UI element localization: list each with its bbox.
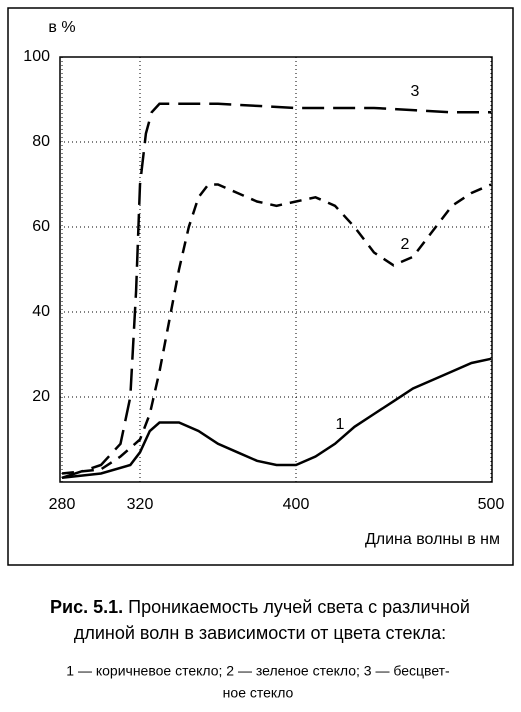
x-axis-label: Длина волны в нм (365, 531, 500, 548)
series-line (61, 102, 491, 479)
y-tick-label: 20 (32, 388, 50, 405)
figure-frame (7, 7, 514, 566)
figure-label: Рис. 5.1. (50, 597, 123, 617)
series-line (61, 183, 492, 475)
caption-line: Рис. 5.1. Проникаемость лучей света с ра… (50, 597, 470, 617)
x-tick-label: 400 (283, 496, 310, 513)
caption-text: Проникаемость лучей света с различной (128, 597, 470, 617)
y-tick-label: 60 (32, 218, 50, 235)
y-axis-label: в % (48, 19, 75, 36)
series-label: 1 (336, 416, 345, 433)
series-label: 2 (401, 236, 410, 253)
series-line (61, 357, 492, 480)
caption-text: длиной волн в зависимости от цвета стекл… (74, 623, 446, 643)
y-tick-label: 80 (32, 133, 50, 150)
series-label: 3 (411, 83, 420, 100)
x-tick-label: 500 (478, 496, 505, 513)
y-tick-label: 100 (23, 48, 50, 65)
caption-legend: 1 — коричневое стекло; 2 — зеленое стекл… (66, 663, 450, 679)
x-tick-label: 320 (127, 496, 154, 513)
caption-legend: ное стекло (223, 685, 294, 701)
x-tick-label: 280 (49, 496, 76, 513)
y-tick-label: 40 (32, 303, 50, 320)
